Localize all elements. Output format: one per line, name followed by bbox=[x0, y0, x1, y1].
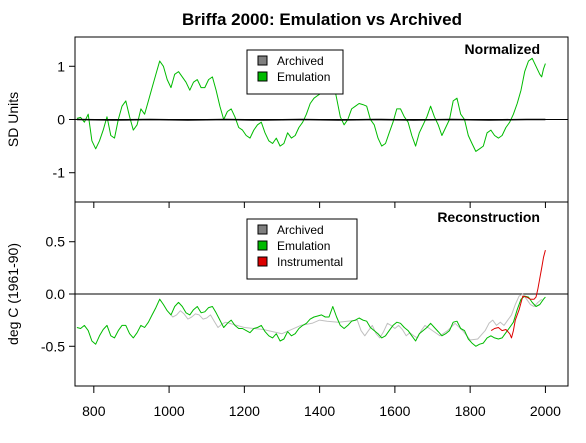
x-tick-label: 1000 bbox=[154, 403, 185, 419]
y-tick-label: 1 bbox=[57, 58, 65, 74]
x-tick-label: 2000 bbox=[530, 403, 561, 419]
legend: Archived Emulation Instrumental bbox=[246, 218, 358, 280]
y-tick-label: 0 bbox=[57, 112, 65, 128]
x-axis: 800 1000 1200 1400 1600 1800 2000 bbox=[82, 202, 561, 419]
series-line-emulation bbox=[76, 295, 546, 347]
legend-label-emulation: Emulation bbox=[277, 239, 330, 253]
series-line-archived bbox=[76, 118, 546, 121]
x-tick-label: 800 bbox=[82, 403, 106, 419]
panel-label: Reconstruction bbox=[437, 209, 540, 225]
y-tick-label: -1 bbox=[53, 165, 66, 181]
legend-swatch-emulation bbox=[257, 71, 268, 82]
panel-label: Normalized bbox=[465, 41, 540, 57]
legend-swatch-emulation bbox=[257, 240, 268, 251]
series-line-emulation bbox=[76, 57, 546, 152]
x-tick-label: 1600 bbox=[379, 403, 410, 419]
y-tick-label: 0.5 bbox=[46, 234, 66, 250]
legend-swatch-archived bbox=[257, 224, 268, 235]
y-axis-label: deg C (1961-90) bbox=[5, 243, 21, 345]
series-line-archived bbox=[168, 293, 543, 341]
legend-label-archived: Archived bbox=[277, 54, 324, 68]
y-tick-label: -0.5 bbox=[41, 338, 65, 354]
chart-title: Briffa 2000: Emulation vs Archived bbox=[182, 10, 462, 29]
legend-label-emulation: Emulation bbox=[277, 70, 330, 84]
panel-normalized: 1 0 -1 SD Units Normalized Archived Emulation bbox=[5, 36, 569, 203]
x-tick-label: 1800 bbox=[455, 403, 486, 419]
x-tick-label: 1200 bbox=[229, 403, 260, 419]
legend: Archived Emulation bbox=[246, 49, 344, 95]
series-line-instrumental bbox=[490, 249, 546, 339]
legend-swatch-instrumental bbox=[257, 256, 268, 267]
legend-label-instrumental: Instrumental bbox=[277, 255, 343, 269]
y-tick-label: 0.0 bbox=[46, 286, 66, 302]
panel-reconstruction: 0.5 0.0 -0.5 deg C (1961-90) Reconstruction A… bbox=[5, 201, 569, 387]
y-axis-label: SD Units bbox=[5, 92, 21, 147]
legend-label-archived: Archived bbox=[277, 223, 324, 237]
x-tick-label: 1400 bbox=[304, 403, 335, 419]
legend-swatch-archived bbox=[257, 55, 268, 66]
